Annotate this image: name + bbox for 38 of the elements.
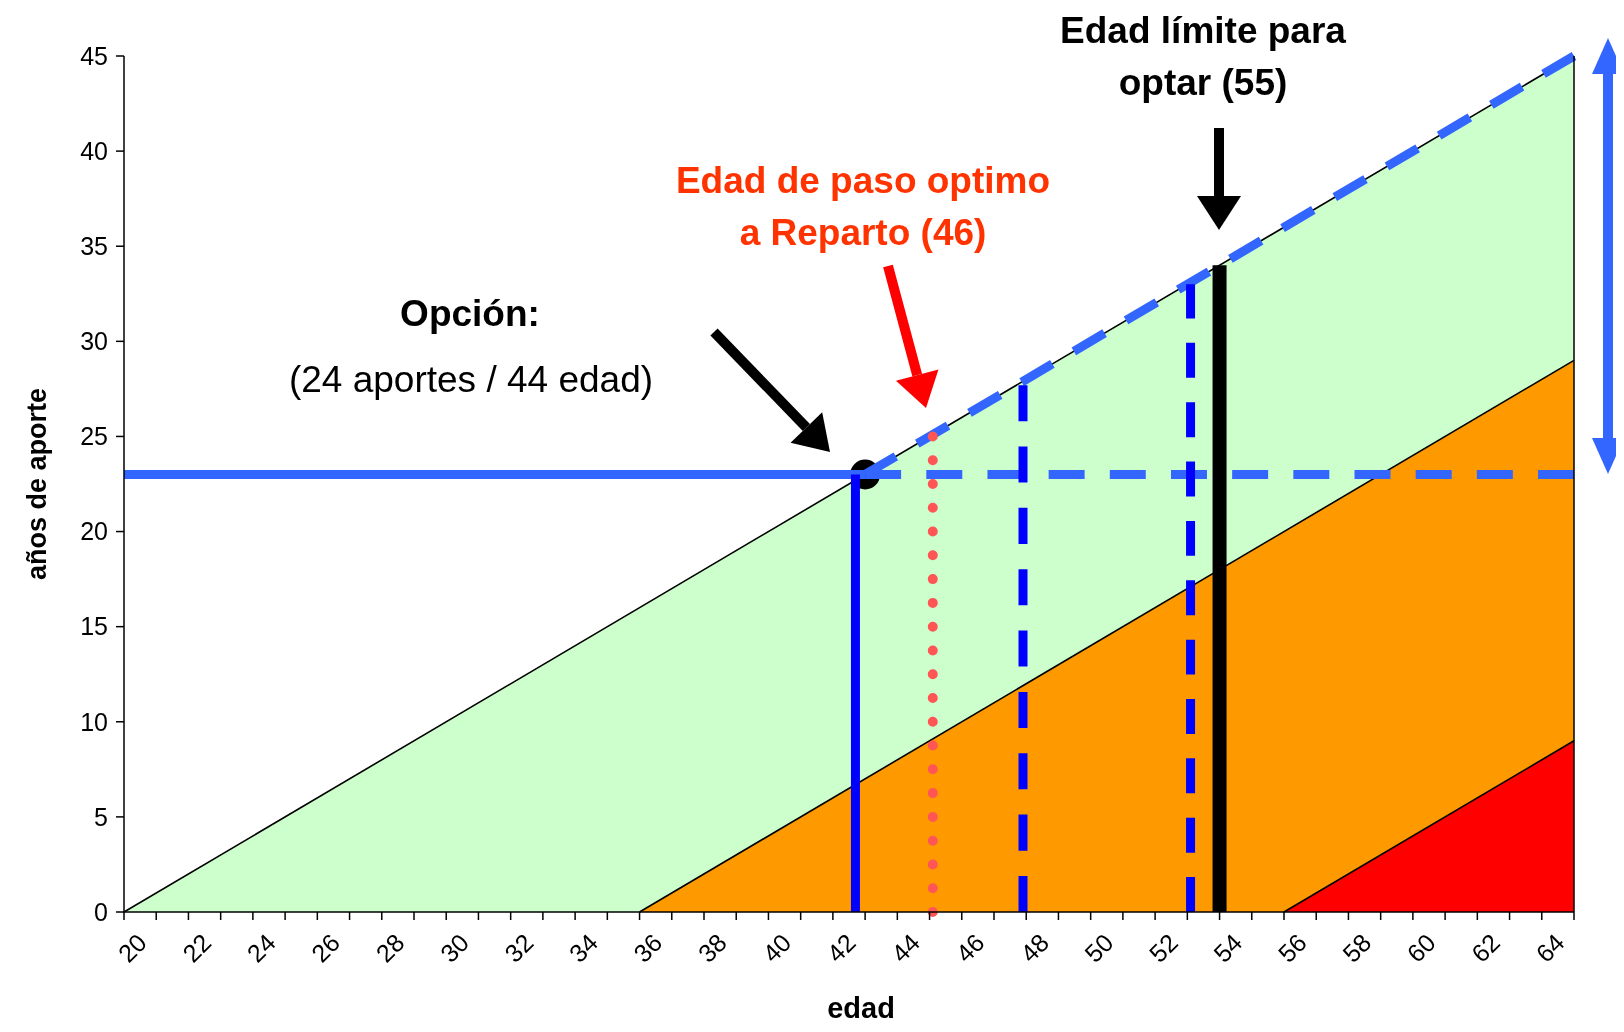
x-tick-label: 60 bbox=[1401, 928, 1441, 968]
x-tick-label: 58 bbox=[1336, 928, 1377, 968]
x-tick-label: 54 bbox=[1208, 928, 1248, 968]
y-tick-label: 20 bbox=[80, 517, 108, 546]
x-tick-label: 28 bbox=[370, 928, 410, 968]
y-tick-label: 45 bbox=[80, 41, 108, 70]
x-tick-label: 62 bbox=[1465, 928, 1506, 968]
y-tick-label: 15 bbox=[80, 612, 108, 641]
y-tick-label: 10 bbox=[80, 707, 108, 736]
x-tick-label: 44 bbox=[885, 928, 926, 968]
x-tick-label: 40 bbox=[756, 928, 797, 968]
x-tick-label: 30 bbox=[434, 928, 475, 968]
x-tick-label: 56 bbox=[1272, 928, 1312, 968]
x-tick-label: 24 bbox=[241, 928, 281, 968]
annotation: Edad de paso optimo a Reparto (46) bbox=[675, 160, 1051, 253]
y-tick-label: 30 bbox=[80, 327, 108, 356]
annotation: (24 aportes / 44 edad) bbox=[288, 359, 654, 400]
annotation: Edad límite para optar (55) bbox=[1060, 10, 1347, 103]
x-tick-label: 50 bbox=[1079, 928, 1119, 968]
x-tick-label: 34 bbox=[563, 928, 604, 968]
y-tick-label: 35 bbox=[80, 231, 108, 260]
x-tick-label: 32 bbox=[499, 928, 539, 968]
y-tick-label: 25 bbox=[80, 422, 108, 451]
x-tick-label: 38 bbox=[692, 928, 732, 968]
x-tick-label: 46 bbox=[950, 928, 990, 968]
x-tick-label: 26 bbox=[305, 928, 346, 968]
x-tick-label: 64 bbox=[1530, 928, 1570, 968]
y-axis-title: años de aporte bbox=[22, 387, 52, 581]
y-tick-label: 5 bbox=[94, 802, 108, 831]
x-tick-label: 48 bbox=[1014, 928, 1055, 968]
y-tick-label: 40 bbox=[80, 136, 108, 165]
x-tick-label: 36 bbox=[628, 928, 668, 968]
x-tick-label: 22 bbox=[176, 928, 217, 968]
x-tick-label: 42 bbox=[821, 928, 861, 968]
annotation: Opción: bbox=[400, 293, 540, 334]
x-tick-label: 52 bbox=[1143, 928, 1184, 968]
x-axis-title: edad bbox=[827, 992, 895, 1024]
y-tick-label: 0 bbox=[94, 897, 108, 926]
